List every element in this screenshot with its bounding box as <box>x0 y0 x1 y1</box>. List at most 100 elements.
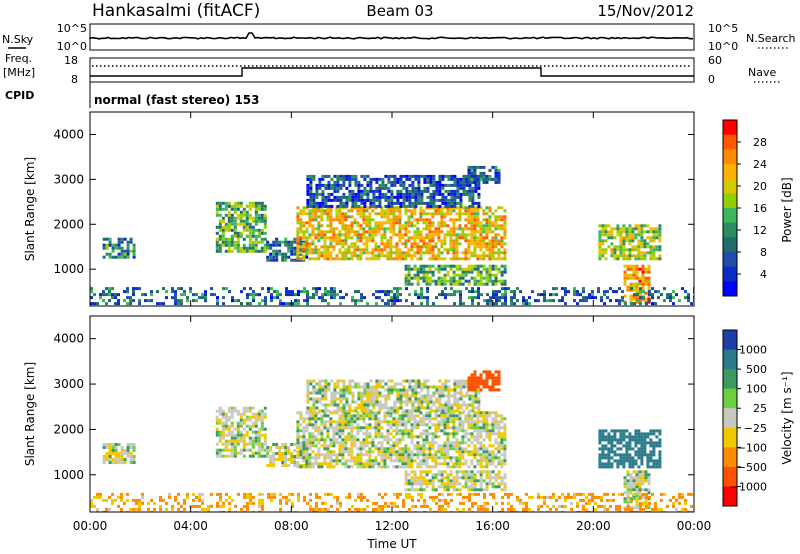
echo-cell <box>637 465 641 469</box>
echo-cell <box>323 230 327 234</box>
echo-cell <box>345 403 349 407</box>
echo-cell <box>366 403 370 407</box>
echo-cell <box>338 251 342 255</box>
echo-cell <box>491 267 495 271</box>
echo-cell <box>434 456 438 460</box>
echo-cell <box>485 382 489 386</box>
echo-cell <box>452 456 456 460</box>
echo-cell <box>371 414 375 418</box>
echo-cell <box>634 233 638 237</box>
echo-cell <box>242 228 246 232</box>
echo-cell <box>491 429 495 433</box>
echo-cell <box>248 448 252 452</box>
echo-cell <box>425 456 429 460</box>
echo-cell <box>344 441 348 445</box>
echo-cell <box>407 479 411 483</box>
echo-cell <box>607 233 611 237</box>
echo-cell <box>479 379 483 383</box>
echo-cell <box>485 376 489 380</box>
echo-cell <box>623 276 627 280</box>
echo-cell <box>473 465 477 469</box>
echo-cell <box>248 231 252 235</box>
echo-cell <box>497 242 501 246</box>
echo-cell <box>230 451 234 455</box>
echo-cell <box>311 212 315 216</box>
echo-cell <box>344 254 348 258</box>
echo-cell <box>428 411 432 415</box>
echo-cell <box>646 453 650 457</box>
echo-cell <box>330 403 334 407</box>
echo-cell <box>129 455 133 458</box>
echo-cell <box>215 207 219 211</box>
echo-cell <box>635 482 639 486</box>
echo-cell <box>323 462 327 466</box>
echo-cell <box>411 201 415 205</box>
echo-cell <box>344 462 348 466</box>
echo-cell <box>426 391 430 395</box>
echo-cell <box>425 453 429 457</box>
echo-cell <box>383 233 387 237</box>
echo-cell <box>126 449 130 452</box>
echo-cell <box>120 237 124 241</box>
echo-cell <box>284 446 288 449</box>
echo-cell <box>640 438 644 442</box>
echo-cell <box>500 453 504 457</box>
echo-cell <box>425 212 429 216</box>
echo-cell <box>647 264 651 268</box>
echo-cell <box>291 293 294 297</box>
echo-cell <box>477 287 480 291</box>
echo-cell <box>398 251 402 255</box>
echo-cell <box>372 403 376 407</box>
echo-cell <box>324 385 328 389</box>
echo-cell <box>111 443 115 446</box>
echo-cell <box>622 242 626 246</box>
echo-cell <box>440 206 444 210</box>
echo-cell <box>272 243 276 247</box>
echo-cell <box>479 242 483 246</box>
echo-cell <box>491 273 495 277</box>
echo-cell <box>242 243 246 247</box>
echo-cell <box>607 438 611 442</box>
echo-cell <box>606 290 609 294</box>
echo-cell <box>631 254 635 258</box>
echo-cell <box>491 485 495 489</box>
echo-cell <box>398 227 402 231</box>
echo-cell <box>309 201 313 205</box>
echo-cell <box>641 264 645 268</box>
echo-cell <box>308 212 312 216</box>
echo-cell <box>473 168 477 172</box>
echo-cell <box>251 451 255 455</box>
echo-cell <box>347 420 351 424</box>
echo-cell <box>437 444 441 448</box>
echo-cell <box>383 230 387 234</box>
echo-cell <box>619 239 623 243</box>
echo-cell <box>491 476 495 480</box>
echo-cell <box>458 429 462 433</box>
echo-cell <box>465 394 469 398</box>
echo-cell <box>441 403 445 407</box>
echo-cell <box>443 441 447 445</box>
echo-cell <box>429 198 433 202</box>
echo-cell <box>449 465 453 469</box>
echo-cell <box>479 456 483 460</box>
echo-cell <box>431 453 435 457</box>
echo-cell <box>458 417 462 421</box>
echo-cell <box>672 296 675 300</box>
echo-cell <box>497 171 501 175</box>
echo-cell <box>687 299 690 303</box>
echo-cell <box>96 495 99 499</box>
echo-cell <box>494 174 498 178</box>
echo-cell <box>299 429 303 433</box>
echo-cell <box>296 251 300 255</box>
echo-cell <box>491 420 495 424</box>
echo-cell <box>492 296 495 300</box>
echo-cell <box>362 447 366 451</box>
echo-cell <box>625 239 629 243</box>
echo-cell <box>503 224 507 228</box>
echo-cell <box>230 412 234 416</box>
echo-cell <box>637 429 641 433</box>
echo-cell <box>473 212 477 216</box>
echo-cell <box>470 230 474 234</box>
echo-cell <box>236 222 240 226</box>
